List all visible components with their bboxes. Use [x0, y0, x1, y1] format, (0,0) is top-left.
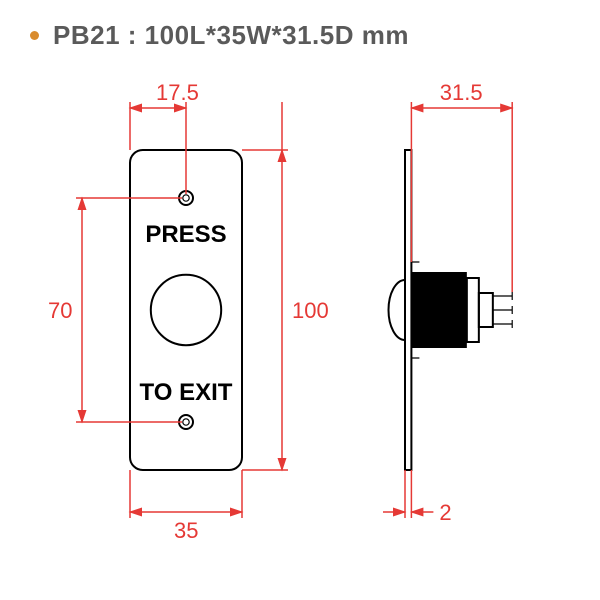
label-press: PRESS	[145, 221, 226, 248]
dim-70: 70	[48, 298, 72, 323]
bullet-icon	[30, 31, 39, 40]
title-row: PB21 : 100L*35W*31.5D mm	[30, 20, 409, 51]
dim-2: 2	[439, 500, 451, 525]
page-title: PB21 : 100L*35W*31.5D mm	[53, 20, 409, 51]
label-to-exit: TO EXIT	[140, 379, 233, 406]
dim-35: 35	[174, 518, 198, 543]
dim-100: 100	[292, 298, 329, 323]
front-view: PRESS TO EXIT 17.5 100 70 35	[48, 80, 329, 543]
dims-summary: 100L*35W*31.5D mm	[145, 20, 409, 50]
model-code: PB21	[53, 20, 120, 50]
dim-17-5: 17.5	[156, 80, 199, 105]
dim-31-5: 31.5	[440, 80, 483, 105]
technical-drawing: PRESSTO EXIT17.51007035 31.52	[0, 0, 600, 600]
side-view: 31.52	[383, 80, 512, 525]
